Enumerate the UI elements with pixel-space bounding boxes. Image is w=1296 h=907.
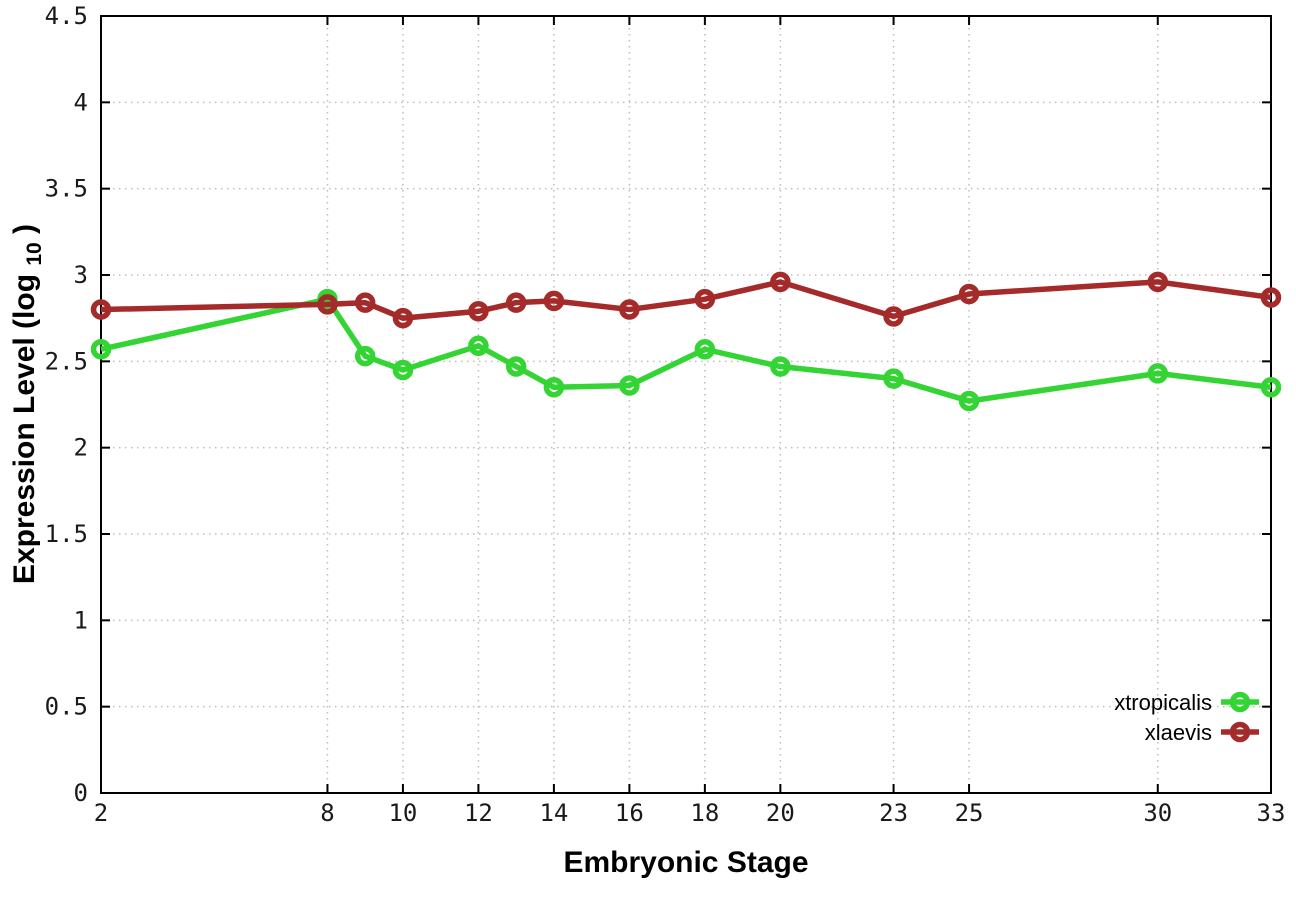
y-tick-label: 4 <box>74 88 88 116</box>
x-tick-label: 23 <box>879 799 908 827</box>
series-marker-xlaevis <box>694 288 716 310</box>
y-tick-label: 2 <box>74 434 88 462</box>
x-axis-label: Embryonic Stage <box>563 846 808 879</box>
series-marker-xlaevis <box>1147 271 1169 293</box>
series-marker-xlaevis <box>958 283 980 305</box>
series-marker-xtropicalis <box>770 356 791 377</box>
series-marker-xtropicalis <box>505 356 527 377</box>
legend: xtropicalis xlaevis <box>1114 690 1259 745</box>
y-tick-label: 1.5 <box>45 520 88 548</box>
series-marker-xtropicalis <box>392 359 414 381</box>
x-tick-label: 30 <box>1143 799 1172 827</box>
y-tick-label: 3 <box>74 261 88 289</box>
y-axis-label-main: Expression Level (log <box>8 274 41 584</box>
series-marker-xtropicalis <box>1260 376 1282 398</box>
series-marker-xlaevis <box>354 292 376 313</box>
plot-border <box>100 15 1272 794</box>
series-line-xtropicalis <box>100 296 1272 404</box>
legend-label-xlaevis: xlaevis <box>1145 720 1212 745</box>
series-marker-xlaevis <box>543 290 565 312</box>
tick-layer <box>100 15 1272 794</box>
y-tick-label: 1 <box>74 606 88 634</box>
series-marker-xlaevis <box>770 271 791 293</box>
legend-sample-marker-xtropicalis <box>1229 691 1251 713</box>
series-marker-xlaevis <box>883 306 904 327</box>
x-tick-label: 12 <box>464 799 493 827</box>
series-marker-xlaevis <box>505 292 527 313</box>
series-marker-xlaevis <box>90 299 112 320</box>
series-marker-xlaevis <box>1260 287 1282 308</box>
plot-border-rect <box>100 15 1272 794</box>
series-marker-xtropicalis <box>90 338 112 360</box>
y-tick-label: 3.5 <box>45 175 88 203</box>
y-axis-label-subscript: 10 <box>23 242 46 265</box>
x-tick-label: 16 <box>615 799 644 827</box>
series-marker-xlaevis <box>619 299 640 320</box>
series-marker-xtropicalis <box>468 335 489 357</box>
x-tick-label: 2 <box>94 799 108 827</box>
grid-layer <box>101 16 1271 793</box>
series-marker-xtropicalis <box>883 368 904 389</box>
series-marker-xlaevis <box>468 301 489 322</box>
x-tick-label: 20 <box>766 799 795 827</box>
x-tick-label: 10 <box>388 799 417 827</box>
x-tick-label: 8 <box>320 799 334 827</box>
series-layer <box>90 271 1282 412</box>
y-tick-label: 0.5 <box>45 693 88 721</box>
y-axis-label-end: ) <box>8 224 41 234</box>
y-tick-label: 4.5 <box>45 2 88 30</box>
legend-label-xtropicalis: xtropicalis <box>1114 690 1212 715</box>
series-marker-xtropicalis <box>1147 363 1169 384</box>
x-tick-label: 33 <box>1257 799 1286 827</box>
x-tick-label: 14 <box>539 799 568 827</box>
y-tick-label: 0 <box>74 779 88 807</box>
series-marker-xtropicalis <box>619 375 640 396</box>
series-marker-xtropicalis <box>354 345 376 367</box>
x-tick-label: 18 <box>690 799 719 827</box>
series-marker-xlaevis <box>317 294 338 315</box>
legend-sample-marker-xlaevis <box>1229 721 1251 743</box>
y-tick-label: 2.5 <box>45 347 88 375</box>
tick-label-layer: 2 8 10 12 14 16 18 20 23 25 30 33 0 0.5 1 1.5 2 2.5 3 3.5 4 4… <box>45 2 1286 827</box>
y-axis-label: Expression Level (log 10 ) <box>8 224 48 584</box>
series-marker-xtropicalis <box>958 390 980 412</box>
series-marker-xtropicalis <box>694 338 716 360</box>
series-marker-xlaevis <box>392 307 414 329</box>
series-marker-xtropicalis <box>543 376 565 398</box>
x-tick-label: 25 <box>955 799 984 827</box>
